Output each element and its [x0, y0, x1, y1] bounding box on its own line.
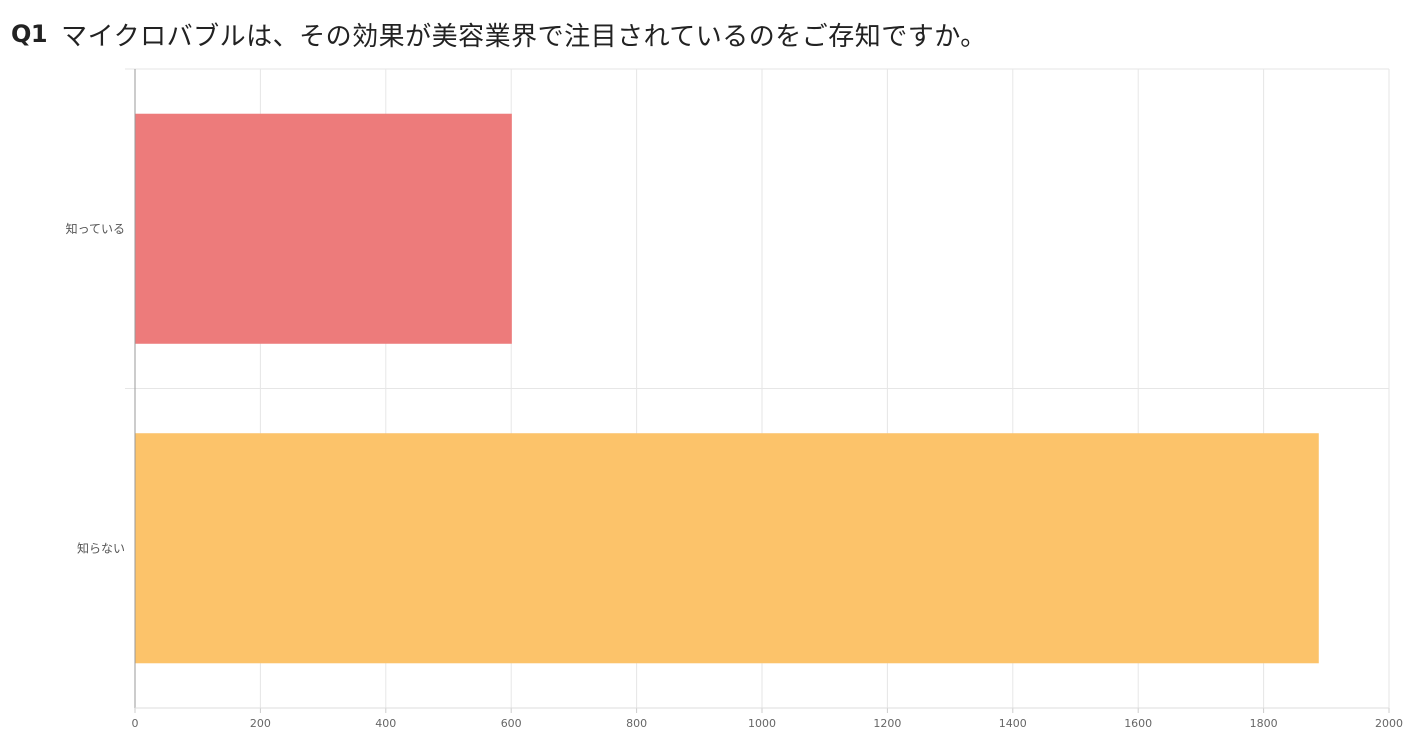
x-tick-label-600: 600	[501, 717, 522, 730]
bar-1	[135, 113, 512, 344]
x-tick-label-2000: 2000	[1375, 717, 1403, 730]
bar-2	[135, 433, 1319, 664]
axes	[134, 69, 1390, 713]
x-tick-label-0: 0	[132, 717, 139, 730]
question-header: Q1 マイクロバブルは、その効果が美容業界で注目されているのをご存知ですか。	[11, 14, 987, 54]
category-label-1: 知っている	[66, 222, 125, 236]
question-number: Q1	[11, 20, 48, 48]
category-label-2: 知らない	[77, 541, 125, 555]
x-tick-label-1800: 1800	[1250, 717, 1278, 730]
x-tick-label-1600: 1600	[1124, 717, 1152, 730]
labels: 0 200 400 600 800 1000 1200 1400 1600 1800 2000 知って…	[66, 222, 1403, 730]
x-tick-label-1200: 1200	[873, 717, 901, 730]
bars	[135, 113, 1319, 664]
x-tick-label-800: 800	[626, 717, 647, 730]
x-tick-label-400: 400	[375, 717, 396, 730]
x-tick-label-1400: 1400	[999, 717, 1027, 730]
x-tick-label-200: 200	[250, 717, 271, 730]
x-tick-label-1000: 1000	[748, 717, 776, 730]
question-text: マイクロバブルは、その効果が美容業界で注目されているのをご存知ですか。	[61, 21, 987, 52]
